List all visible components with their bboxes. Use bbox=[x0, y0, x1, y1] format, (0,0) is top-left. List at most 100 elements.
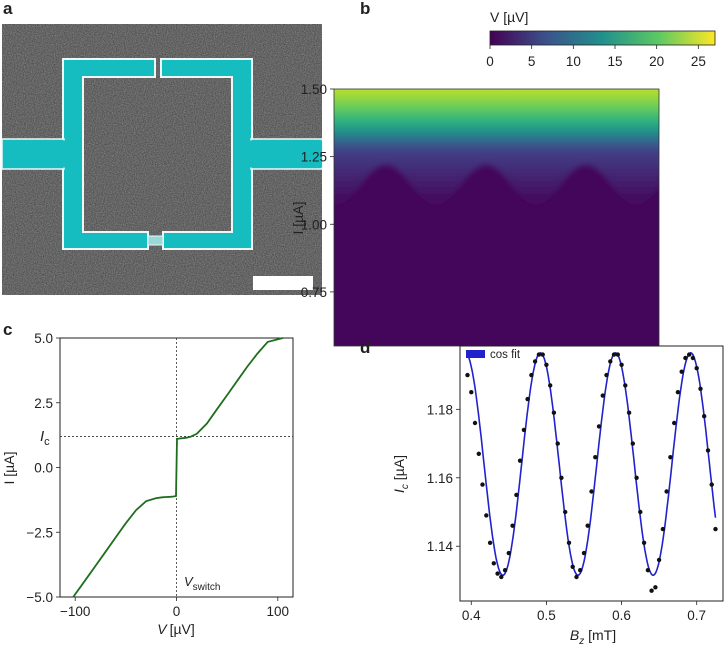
ic-data-point bbox=[499, 574, 504, 580]
ic-data-point bbox=[679, 369, 684, 374]
ic-data-point bbox=[619, 362, 624, 367]
ic-data-point bbox=[713, 526, 718, 532]
ic-data-point bbox=[548, 383, 553, 388]
ic-data-point bbox=[506, 550, 511, 556]
ic-data-point bbox=[698, 386, 703, 391]
squid-device bbox=[1, 58, 323, 250]
ic-x-tick-label: 0.4 bbox=[462, 608, 481, 623]
ic-data-point bbox=[690, 355, 696, 361]
legend-swatch bbox=[466, 350, 485, 358]
ic-data-point bbox=[593, 455, 598, 460]
ic-data-point bbox=[709, 482, 714, 487]
ic-data-point bbox=[514, 492, 519, 498]
ic-data-point bbox=[574, 574, 579, 580]
ic-data-point bbox=[585, 523, 590, 528]
iv-y-tick-label: −5.0 bbox=[26, 590, 53, 605]
ic-data-point bbox=[469, 390, 474, 395]
ic-y-tick-label: 1.14 bbox=[427, 539, 454, 554]
colorbar-tick-label: 25 bbox=[691, 54, 706, 69]
heatmap-y-tick-label: 1.50 bbox=[301, 82, 327, 97]
heatmap-y-ticks: 1.50 1.25 1.00 0.75 bbox=[301, 82, 334, 300]
ic-data-point bbox=[653, 585, 658, 590]
ic-data-point bbox=[626, 410, 632, 415]
ic-data-point bbox=[664, 489, 669, 494]
ic-x-tick-label: 0.7 bbox=[687, 608, 706, 623]
ic-data-point bbox=[559, 475, 564, 480]
panel-b: b V [µV] 0 5 10 15 20 25 1.50 1.25 1.00 0.75 I [… bbox=[290, 0, 716, 347]
iv-y-label: I [µA] bbox=[1, 452, 17, 485]
ic-data-point bbox=[660, 526, 666, 532]
ic-plot-frame bbox=[459, 345, 724, 602]
ic-data-point bbox=[702, 414, 707, 419]
ic-data-point bbox=[521, 427, 527, 433]
ic-data-point bbox=[544, 362, 549, 367]
ic-data-point bbox=[589, 489, 594, 494]
ic-data-point bbox=[484, 513, 489, 518]
ic-data-point bbox=[668, 455, 673, 460]
panel-b-label: b bbox=[360, 0, 370, 18]
ic-data-point bbox=[566, 540, 572, 545]
legend: cos fit bbox=[466, 349, 521, 361]
ic-data-point bbox=[608, 359, 613, 364]
ic-data-point bbox=[581, 550, 587, 556]
ic-data-point bbox=[596, 424, 602, 429]
heatmap bbox=[334, 89, 659, 346]
ic-data-point bbox=[687, 352, 692, 357]
ic-data-point bbox=[672, 420, 677, 426]
ic-y-label: Ic [µA] bbox=[391, 455, 411, 493]
heatmap-y-tick-label: 1.00 bbox=[301, 217, 327, 232]
ic-data-point bbox=[570, 564, 575, 569]
ic-data-point bbox=[517, 458, 523, 463]
iv-y-tick-label: 2.5 bbox=[34, 396, 53, 411]
ic-data-point bbox=[510, 523, 515, 528]
colorbar-tick-label: 0 bbox=[486, 54, 494, 69]
ic-data-point bbox=[532, 359, 538, 364]
heatmap-y-label: I [µA] bbox=[290, 202, 306, 235]
colorbar-tick-label: 10 bbox=[566, 54, 581, 69]
iv-y-tick-label: 5.0 bbox=[34, 331, 53, 346]
colorbar-tick-label: 15 bbox=[607, 54, 622, 69]
panel-a-label: a bbox=[3, 0, 13, 18]
iv-x-tick-label: 100 bbox=[267, 604, 290, 619]
ic-data-point bbox=[600, 393, 605, 398]
ic-data-point bbox=[502, 568, 508, 573]
iv-y-tick-label: −2.5 bbox=[26, 525, 53, 540]
ic-data-point bbox=[540, 352, 545, 357]
ic-data-point bbox=[604, 372, 609, 378]
panel-d-label: d bbox=[360, 338, 370, 357]
iv-y-tick-label: 0.0 bbox=[34, 461, 53, 476]
ic-y-tick-label: 1.16 bbox=[427, 471, 453, 486]
colorbar bbox=[489, 30, 716, 46]
heatmap-y-tick-label: 0.75 bbox=[301, 285, 327, 300]
ic-data-point bbox=[487, 540, 493, 545]
legend-label: cos fit bbox=[490, 349, 521, 361]
ic-data-point bbox=[465, 372, 470, 378]
ic-data-point bbox=[683, 355, 688, 361]
ic-data-points bbox=[465, 352, 718, 593]
ic-x-tick-label: 0.6 bbox=[612, 608, 631, 623]
ic-data-point bbox=[638, 509, 643, 515]
scale-bar bbox=[253, 276, 313, 290]
ic-x-tick-label: 0.5 bbox=[537, 608, 556, 623]
ic-data-point bbox=[472, 420, 478, 426]
ic-data-point bbox=[555, 441, 560, 446]
ic-data-point bbox=[578, 568, 583, 573]
ic-data-point bbox=[480, 482, 485, 487]
ic-label: Ic bbox=[40, 428, 50, 448]
iv-ticks: −100 0 100 5.0 2.5 0.0 −2.5 −5.0 bbox=[26, 331, 289, 619]
ic-data-point bbox=[694, 366, 699, 371]
ic-data-point bbox=[623, 383, 628, 388]
ic-data-point bbox=[611, 352, 617, 357]
iv-x-label: V [µV] bbox=[157, 621, 195, 637]
ic-ticks: 0.4 0.5 0.6 0.7 1.18 1.16 1.14 bbox=[427, 402, 706, 623]
colorbar-tick-label: 20 bbox=[649, 54, 664, 69]
panel-d: d 0.4 0.5 0.6 0.7 1.18 1.16 1.14 cos fit Bz [m… bbox=[360, 338, 724, 647]
ic-data-point bbox=[634, 475, 639, 480]
iv-x-tick-label: −100 bbox=[60, 604, 90, 619]
sem-image bbox=[1, 24, 323, 295]
colorbar-label: V [µV] bbox=[490, 9, 528, 25]
ic-data-point bbox=[675, 390, 681, 395]
ic-data-point bbox=[705, 448, 711, 453]
heatmap-y-tick-label: 1.25 bbox=[301, 150, 327, 165]
